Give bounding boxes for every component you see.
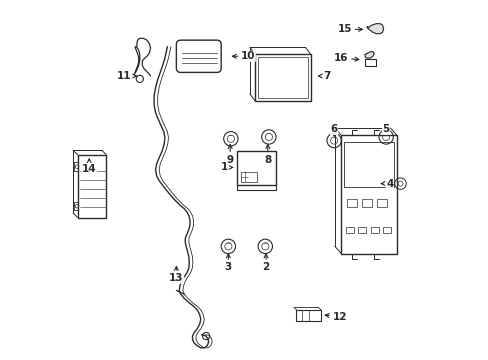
Text: 16: 16 (333, 53, 358, 63)
Polygon shape (364, 51, 373, 58)
Text: 4: 4 (381, 179, 393, 189)
Text: 2: 2 (262, 254, 269, 273)
Text: 13: 13 (169, 266, 183, 283)
Text: 7: 7 (318, 71, 330, 81)
Text: 12: 12 (325, 312, 346, 322)
Text: 1: 1 (221, 162, 232, 172)
Text: 14: 14 (82, 159, 96, 174)
Text: 3: 3 (224, 254, 231, 273)
Text: 6: 6 (330, 125, 337, 136)
Text: 10: 10 (232, 51, 255, 61)
Text: 11: 11 (117, 71, 136, 81)
Text: 5: 5 (382, 125, 389, 134)
Polygon shape (366, 24, 383, 34)
Text: 9: 9 (226, 145, 233, 165)
Text: 15: 15 (337, 24, 362, 35)
Text: 8: 8 (264, 145, 271, 165)
